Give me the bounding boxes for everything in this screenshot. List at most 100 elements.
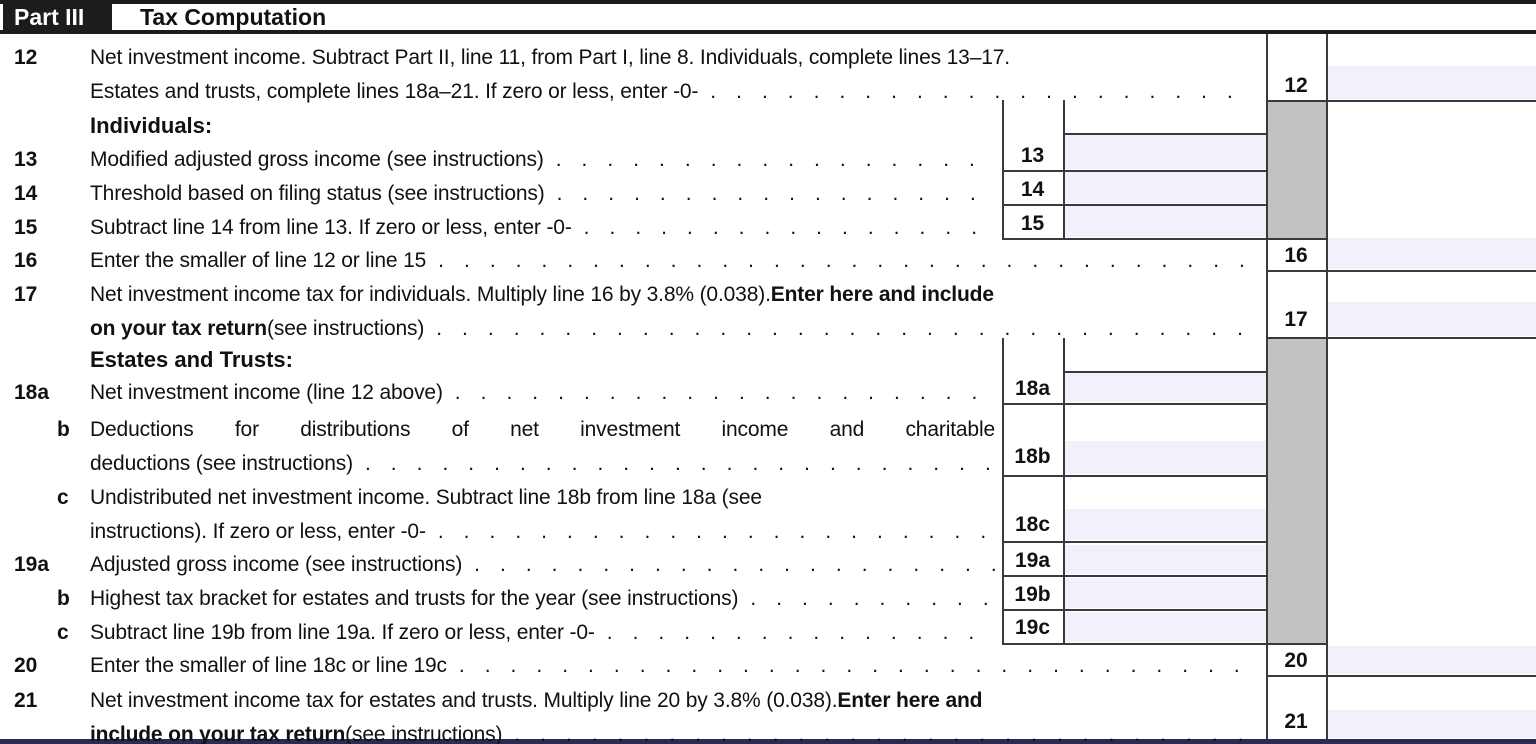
line-12-description: Net investment income. Subtract Part II,…: [90, 46, 1010, 69]
line-19c-description: Subtract line 19b from line 19a. If zero…: [90, 619, 995, 647]
line-18c-description: Undistributed net investment income. Sub…: [90, 486, 762, 509]
line-17-description: on your tax return (see instructions)...…: [90, 315, 1250, 343]
line-12-description: Estates and trusts, complete lines 18a–2…: [90, 78, 1250, 106]
dot-leader: ........................................…: [556, 182, 995, 205]
line-21-number: 21: [14, 689, 38, 712]
line-13-description: Modified adjusted gross income (see inst…: [90, 146, 995, 174]
row-rule: [1002, 541, 1266, 543]
line-19a-number: 19a: [14, 553, 50, 576]
line-16-description: Enter the smaller of line 12 or line 15.…: [90, 247, 1250, 275]
line-14-number: 14: [14, 182, 38, 205]
line-20-box-label: 20: [1284, 649, 1308, 672]
line-20-number: 20: [14, 654, 38, 677]
row-rule: [1002, 609, 1266, 611]
row-rule: [1063, 133, 1266, 135]
line-17-amount-field[interactable]: [1328, 302, 1536, 336]
line-19c-number: c: [57, 621, 69, 644]
line-14-description: Threshold based on filing status (see in…: [90, 180, 995, 208]
line-19b-amount-field[interactable]: [1065, 578, 1266, 608]
line-16-box-label: 16: [1284, 244, 1308, 267]
line-18a-amount-field[interactable]: [1065, 373, 1266, 402]
dot-leader: ........................................…: [750, 587, 995, 610]
individuals-heading: Individuals:: [90, 113, 213, 138]
row-rule: [1063, 371, 1266, 373]
line-15-description: Subtract line 14 from line 13. If zero o…: [90, 214, 995, 242]
inner-box-rule: [1002, 338, 1004, 645]
line-20-amount-field[interactable]: [1328, 646, 1536, 674]
row-rule: [1266, 675, 1536, 677]
line-18b-description: deductions (see instructions)...........…: [90, 450, 995, 478]
line-12-number: 12: [14, 46, 38, 69]
dot-leader: ........................................…: [606, 621, 995, 644]
row-rule: [1002, 475, 1266, 477]
line-21-amount-field[interactable]: [1328, 710, 1536, 738]
header-bottom-rule: [0, 30, 1536, 34]
line-15-box-label: 15: [1020, 212, 1045, 235]
line-17-number: 17: [14, 283, 38, 306]
line-21-description: Net investment income tax for estates an…: [90, 689, 983, 712]
line-19c-box-label: 19c: [1014, 616, 1051, 639]
line-15-amount-field[interactable]: [1065, 206, 1266, 237]
line-14-amount-field[interactable]: [1065, 172, 1266, 203]
shaded-block-estates: [1268, 339, 1326, 643]
line-18a-description: Net investment income (line 12 above)...…: [90, 379, 995, 407]
line-19a-description: Adjusted gross income (see instructions)…: [90, 551, 995, 579]
line-18c-description: instructions). If zero or less, enter -0…: [90, 518, 995, 546]
row-rule: [1002, 204, 1266, 206]
line-21-description: include on your tax return (see instruct…: [90, 721, 1250, 744]
line-18c-amount-field[interactable]: [1065, 509, 1266, 540]
dot-leader: ........................................…: [710, 80, 1250, 103]
section-title: Tax Computation: [140, 4, 327, 30]
line-19b-description: Highest tax bracket for estates and trus…: [90, 585, 995, 613]
bottom-rule: [0, 739, 1536, 744]
row-rule: [1002, 403, 1266, 405]
line-18b-number: b: [57, 418, 70, 441]
line-18b-amount-field[interactable]: [1065, 441, 1266, 474]
dot-leader: ........................................…: [454, 381, 995, 404]
row-rule: [1266, 337, 1536, 339]
dot-leader: ........................................…: [458, 654, 1250, 677]
line-18b-description: Deductions for distributions of net inve…: [90, 418, 995, 441]
row-rule: [1002, 575, 1266, 577]
line-18c-number: c: [57, 486, 69, 509]
part-label-box: Part III: [3, 0, 112, 34]
line-19c-amount-field[interactable]: [1065, 612, 1266, 642]
line-16-number: 16: [14, 249, 38, 272]
line-20-description: Enter the smaller of line 18c or line 19…: [90, 652, 1250, 680]
line-19b-box-label: 19b: [1014, 583, 1051, 606]
row-rule: [1002, 643, 1326, 645]
line-13-amount-field[interactable]: [1065, 135, 1266, 169]
top-rule: [0, 0, 1536, 4]
line-15-number: 15: [14, 216, 38, 239]
line-19a-amount-field[interactable]: [1065, 545, 1266, 574]
row-rule: [1266, 100, 1536, 102]
line-13-box-label: 13: [1020, 144, 1045, 167]
dot-leader: ........................................…: [474, 553, 995, 576]
part-label: Part III: [14, 3, 85, 30]
line-18c-box-label: 18c: [1014, 513, 1051, 536]
right-number-column-left-rule: [1266, 34, 1268, 741]
row-rule: [1002, 238, 1326, 240]
line-21-box-label: 21: [1284, 710, 1308, 733]
row-rule: [1002, 170, 1266, 172]
dot-leader: ........................................…: [437, 520, 995, 543]
line-19b-number: b: [57, 587, 70, 610]
line-17-box-label: 17: [1284, 308, 1308, 331]
dot-leader: ........................................…: [555, 148, 995, 171]
line-18a-number: 18a: [14, 381, 50, 404]
line-16-amount-field[interactable]: [1328, 238, 1536, 269]
estates-heading: Estates and Trusts:: [90, 347, 293, 372]
line-12-box-label: 12: [1284, 74, 1308, 97]
line-14-box-label: 14: [1020, 178, 1045, 201]
right-amount-column-left-rule: [1326, 34, 1328, 741]
dot-leader: ........................................…: [583, 216, 995, 239]
line-18a-box-label: 18a: [1014, 377, 1051, 400]
inner-box-rule: [1063, 338, 1065, 645]
dot-leader: ........................................…: [436, 317, 1250, 340]
line-13-number: 13: [14, 148, 38, 171]
dot-leader: ........................................…: [514, 723, 1250, 744]
line-12-amount-field[interactable]: [1328, 66, 1536, 99]
line-17-description: Net investment income tax for individual…: [90, 283, 994, 306]
dot-leader: ........................................…: [364, 452, 995, 475]
